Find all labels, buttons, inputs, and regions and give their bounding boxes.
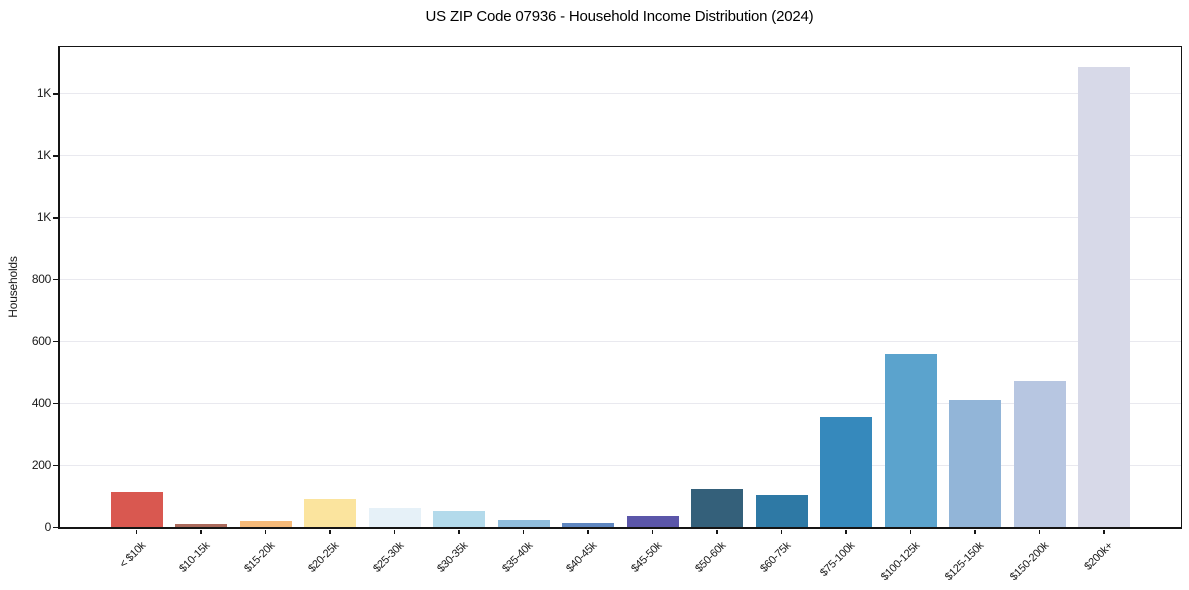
gridline xyxy=(60,155,1181,157)
x-tick xyxy=(587,529,589,534)
bar-10k xyxy=(110,491,163,527)
x-tick-label: < $10k xyxy=(116,539,148,571)
y-tick xyxy=(53,155,58,157)
x-tick xyxy=(1103,529,1105,534)
y-tick-label: 1K xyxy=(36,148,51,163)
gridline xyxy=(60,279,1181,281)
bar-45-50k xyxy=(626,515,679,527)
x-tick xyxy=(780,529,783,534)
bar-30-35k xyxy=(433,510,485,527)
bar-100-125k xyxy=(884,354,937,527)
bar-10-15k xyxy=(175,524,227,527)
x-tick xyxy=(522,529,525,534)
y-tick-label: 0 xyxy=(44,520,52,534)
bar-40-45k xyxy=(562,522,614,527)
x-tick xyxy=(458,529,460,534)
x-tick-label: $45-50k xyxy=(628,539,664,575)
x-tick xyxy=(845,529,847,534)
x-tick-label: $100-125k xyxy=(878,539,922,584)
y-tick xyxy=(53,217,58,219)
y-tick-label: 600 xyxy=(31,334,51,349)
y-tick xyxy=(53,93,58,95)
chart-title: US ZIP Code 07936 - Household Income Dis… xyxy=(425,8,814,25)
bar-125-150k xyxy=(949,399,1001,527)
bar-35-40k xyxy=(497,519,550,527)
bar-20-25k xyxy=(304,499,356,527)
x-tick xyxy=(1038,529,1041,534)
x-tick xyxy=(651,529,654,534)
x-tick-label: $20-25k xyxy=(306,539,342,575)
y-tick xyxy=(53,402,58,405)
y-tick xyxy=(53,279,58,281)
x-tick xyxy=(264,529,267,534)
y-tick-label: 1K xyxy=(36,86,51,101)
x-tick xyxy=(135,529,138,534)
x-tick-label: $50-60k xyxy=(693,539,729,575)
x-tick xyxy=(909,529,912,534)
plot-area xyxy=(58,46,1182,529)
x-tick xyxy=(974,529,976,534)
y-tick-label: 800 xyxy=(31,272,51,287)
y-tick xyxy=(53,464,58,467)
x-tick-label: $40-45k xyxy=(564,539,600,575)
gridline xyxy=(60,217,1181,219)
y-axis-title: Households xyxy=(6,256,20,318)
y-tick-label: 200 xyxy=(31,458,51,473)
x-tick-label: $35-40k xyxy=(499,539,535,575)
x-tick xyxy=(329,529,331,534)
x-tick-label: $25-30k xyxy=(370,539,406,575)
y-tick-label: 1K xyxy=(36,210,51,225)
x-tick-label: $125-150k xyxy=(942,539,987,584)
x-tick xyxy=(200,529,202,534)
gridline xyxy=(60,93,1181,95)
x-tick-label: $10-15k xyxy=(177,539,213,575)
bar-25-30k xyxy=(368,507,421,527)
bar-50-60k xyxy=(691,489,743,527)
x-tick-label: $150-200k xyxy=(1007,539,1051,584)
x-tick-label: $60-75k xyxy=(757,539,793,575)
bar-60-75k xyxy=(755,494,808,527)
gridline xyxy=(60,341,1181,343)
x-tick-label: $30-35k xyxy=(435,539,471,575)
x-tick-label: $75-100k xyxy=(818,539,858,579)
x-tick xyxy=(716,529,718,534)
bar-15-20k xyxy=(239,521,292,527)
bar-200k xyxy=(1078,67,1130,527)
y-tick xyxy=(53,340,58,343)
x-tick-label: $15-20k xyxy=(241,539,277,575)
x-tick-label: $200k+ xyxy=(1082,539,1116,573)
y-tick-label: 400 xyxy=(31,396,51,411)
bar-150-200k xyxy=(1013,381,1066,527)
bar-75-100k xyxy=(820,417,872,527)
x-tick xyxy=(393,529,396,534)
y-tick xyxy=(53,526,58,529)
